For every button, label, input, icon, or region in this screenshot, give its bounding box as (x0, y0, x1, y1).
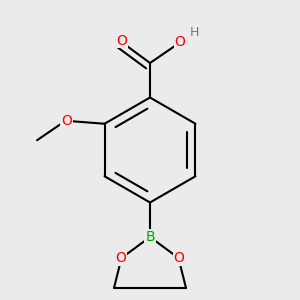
Text: O: O (61, 114, 72, 128)
Text: O: O (175, 35, 185, 49)
Text: O: O (116, 251, 126, 265)
Text: O: O (116, 34, 127, 48)
Text: B: B (145, 230, 155, 244)
Text: O: O (174, 251, 184, 265)
Text: H: H (189, 26, 199, 39)
